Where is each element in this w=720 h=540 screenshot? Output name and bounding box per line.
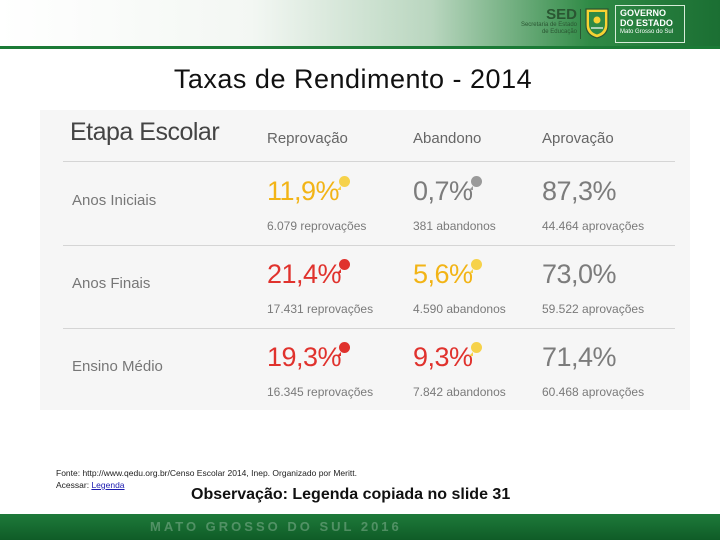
logo-divider <box>580 9 581 39</box>
source-line: Fonte: http://www.qedu.org.br/Censo Esco… <box>56 468 357 478</box>
access-line: Acessar: Legenda <box>56 479 357 491</box>
aprovacao-value: 73,0% <box>542 259 617 289</box>
col-header-aprovacao: Aprovação <box>542 130 614 147</box>
slide-title: Taxas de Rendimento - 2014 <box>173 64 533 94</box>
row-label-ensino-medio: Ensino Médio <box>72 358 163 375</box>
legenda-link[interactable]: Legenda <box>91 480 125 490</box>
header-separator <box>63 161 675 162</box>
speech-bubble-icon <box>337 176 350 190</box>
speech-bubble-icon <box>337 259 350 273</box>
government-logo: GOVERNO DO ESTADO Mato Grosso do Sul <box>615 5 685 43</box>
abandono-value: 0,7% <box>413 176 473 206</box>
state-seal-icon <box>585 8 609 39</box>
row-separator <box>63 328 675 329</box>
col-header-reprovacao: Reprovação <box>267 130 348 147</box>
reprovacao-detail: 6.079 reprovações <box>267 219 367 233</box>
abandono-detail: 381 abandonos <box>413 219 496 233</box>
row-separator <box>63 245 675 246</box>
observation-note: Observação: Legenda copiada no slide 31 <box>191 486 511 503</box>
source-note: Fonte: http://www.qedu.org.br/Censo Esco… <box>56 467 357 491</box>
speech-bubble-icon <box>469 176 482 190</box>
reprovacao-value: 11,9% <box>267 176 340 206</box>
aprovacao-detail: 44.464 aprovações <box>542 219 645 233</box>
aprovacao-value: 71,4% <box>542 342 617 372</box>
abandono-value: 5,6% <box>413 259 473 289</box>
speech-bubble-icon <box>469 259 482 273</box>
gov-line-2: DO ESTADO <box>620 18 673 28</box>
speech-bubble-icon <box>469 342 482 356</box>
access-prefix: Acessar: <box>56 480 92 490</box>
footer-watermark: MATO GROSSO DO SUL 2016 <box>150 519 402 534</box>
reprovacao-detail: 17.431 reprovações <box>267 302 374 316</box>
aprovacao-detail: 60.468 aprovações <box>542 385 645 399</box>
sed-subtitle-1: Secretaria de Estado <box>520 22 577 28</box>
gov-line-3: Mato Grosso do Sul <box>620 29 674 35</box>
abandono-detail: 4.590 abandonos <box>413 302 506 316</box>
header-divider <box>0 46 720 49</box>
aprovacao-value: 87,3% <box>542 176 617 206</box>
aprovacao-detail: 59.522 aprovações <box>542 302 645 316</box>
speech-bubble-icon <box>337 342 350 356</box>
sed-title: SED <box>546 6 577 23</box>
col-header-abandono: Abandono <box>413 130 482 147</box>
stage-column-header: Etapa Escolar <box>70 118 220 146</box>
gov-line-1: GOVERNO <box>620 8 667 18</box>
header-banner <box>0 0 720 46</box>
sed-subtitle-2: de Educação <box>541 29 577 35</box>
abandono-detail: 7.842 abandonos <box>413 385 506 399</box>
reprovacao-value: 21,4% <box>267 259 342 289</box>
reprovacao-detail: 16.345 reprovações <box>267 385 374 399</box>
row-label-anos-iniciais: Anos Iniciais <box>72 192 157 209</box>
row-label-anos-finais: Anos Finais <box>72 275 151 292</box>
rates-table-panel <box>40 110 690 410</box>
reprovacao-value: 19,3% <box>267 342 342 372</box>
sed-logo: SED Secretaria de Estado de Educação <box>505 6 577 36</box>
footer-bar <box>0 514 720 540</box>
abandono-value: 9,3% <box>413 342 473 372</box>
